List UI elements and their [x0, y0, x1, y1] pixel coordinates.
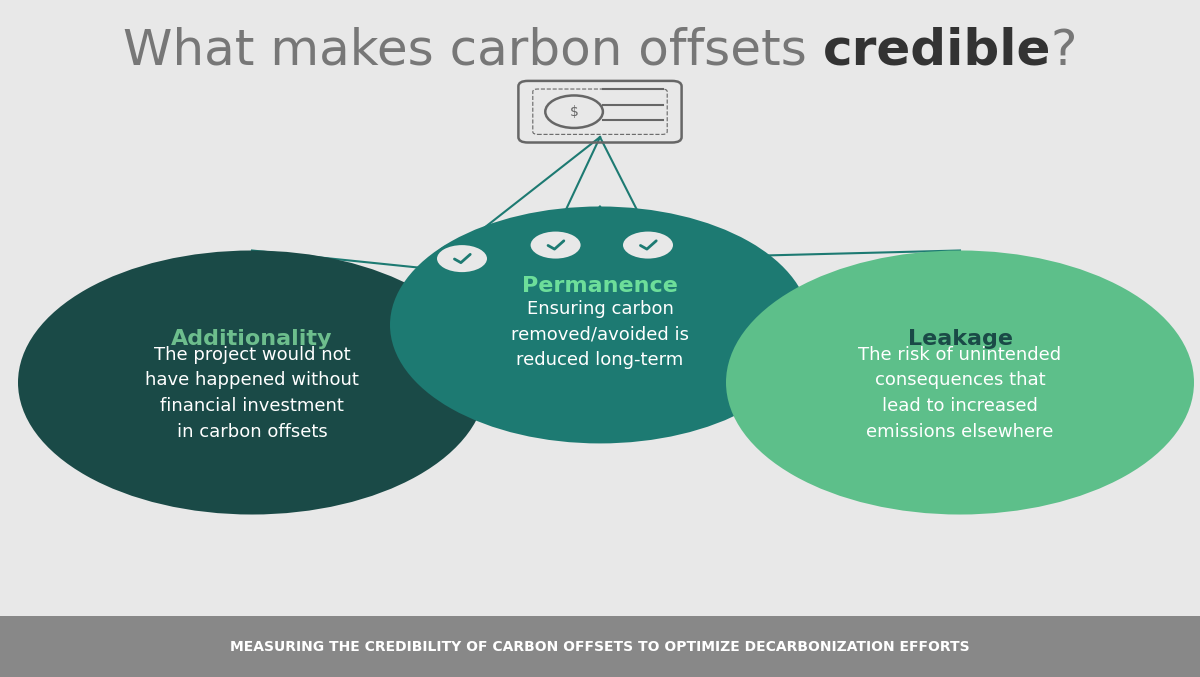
Text: Permanence: Permanence [522, 276, 678, 296]
FancyBboxPatch shape [0, 616, 1200, 677]
Text: Additionality: Additionality [172, 329, 332, 349]
Text: The risk of unintended
consequences that
lead to increased
emissions elsewhere: The risk of unintended consequences that… [858, 345, 1062, 441]
Circle shape [529, 230, 582, 260]
Text: Ensuring carbon
removed/avoided is
reduced long-term: Ensuring carbon removed/avoided is reduc… [511, 300, 689, 369]
Text: credible: credible [822, 27, 1051, 74]
Circle shape [436, 244, 488, 274]
Text: The project would not
have happened without
financial investment
in carbon offse: The project would not have happened with… [145, 345, 359, 441]
Text: MEASURING THE CREDIBILITY OF CARBON OFFSETS TO OPTIMIZE DECARBONIZATION EFFORTS: MEASURING THE CREDIBILITY OF CARBON OFFS… [230, 640, 970, 653]
Text: What makes carbon offsets: What makes carbon offsets [122, 27, 822, 74]
Text: Leakage: Leakage [907, 329, 1013, 349]
Circle shape [390, 206, 810, 443]
Circle shape [622, 230, 674, 260]
Circle shape [726, 250, 1194, 515]
Text: $: $ [570, 105, 578, 118]
Text: ?: ? [1051, 27, 1078, 74]
Circle shape [18, 250, 486, 515]
